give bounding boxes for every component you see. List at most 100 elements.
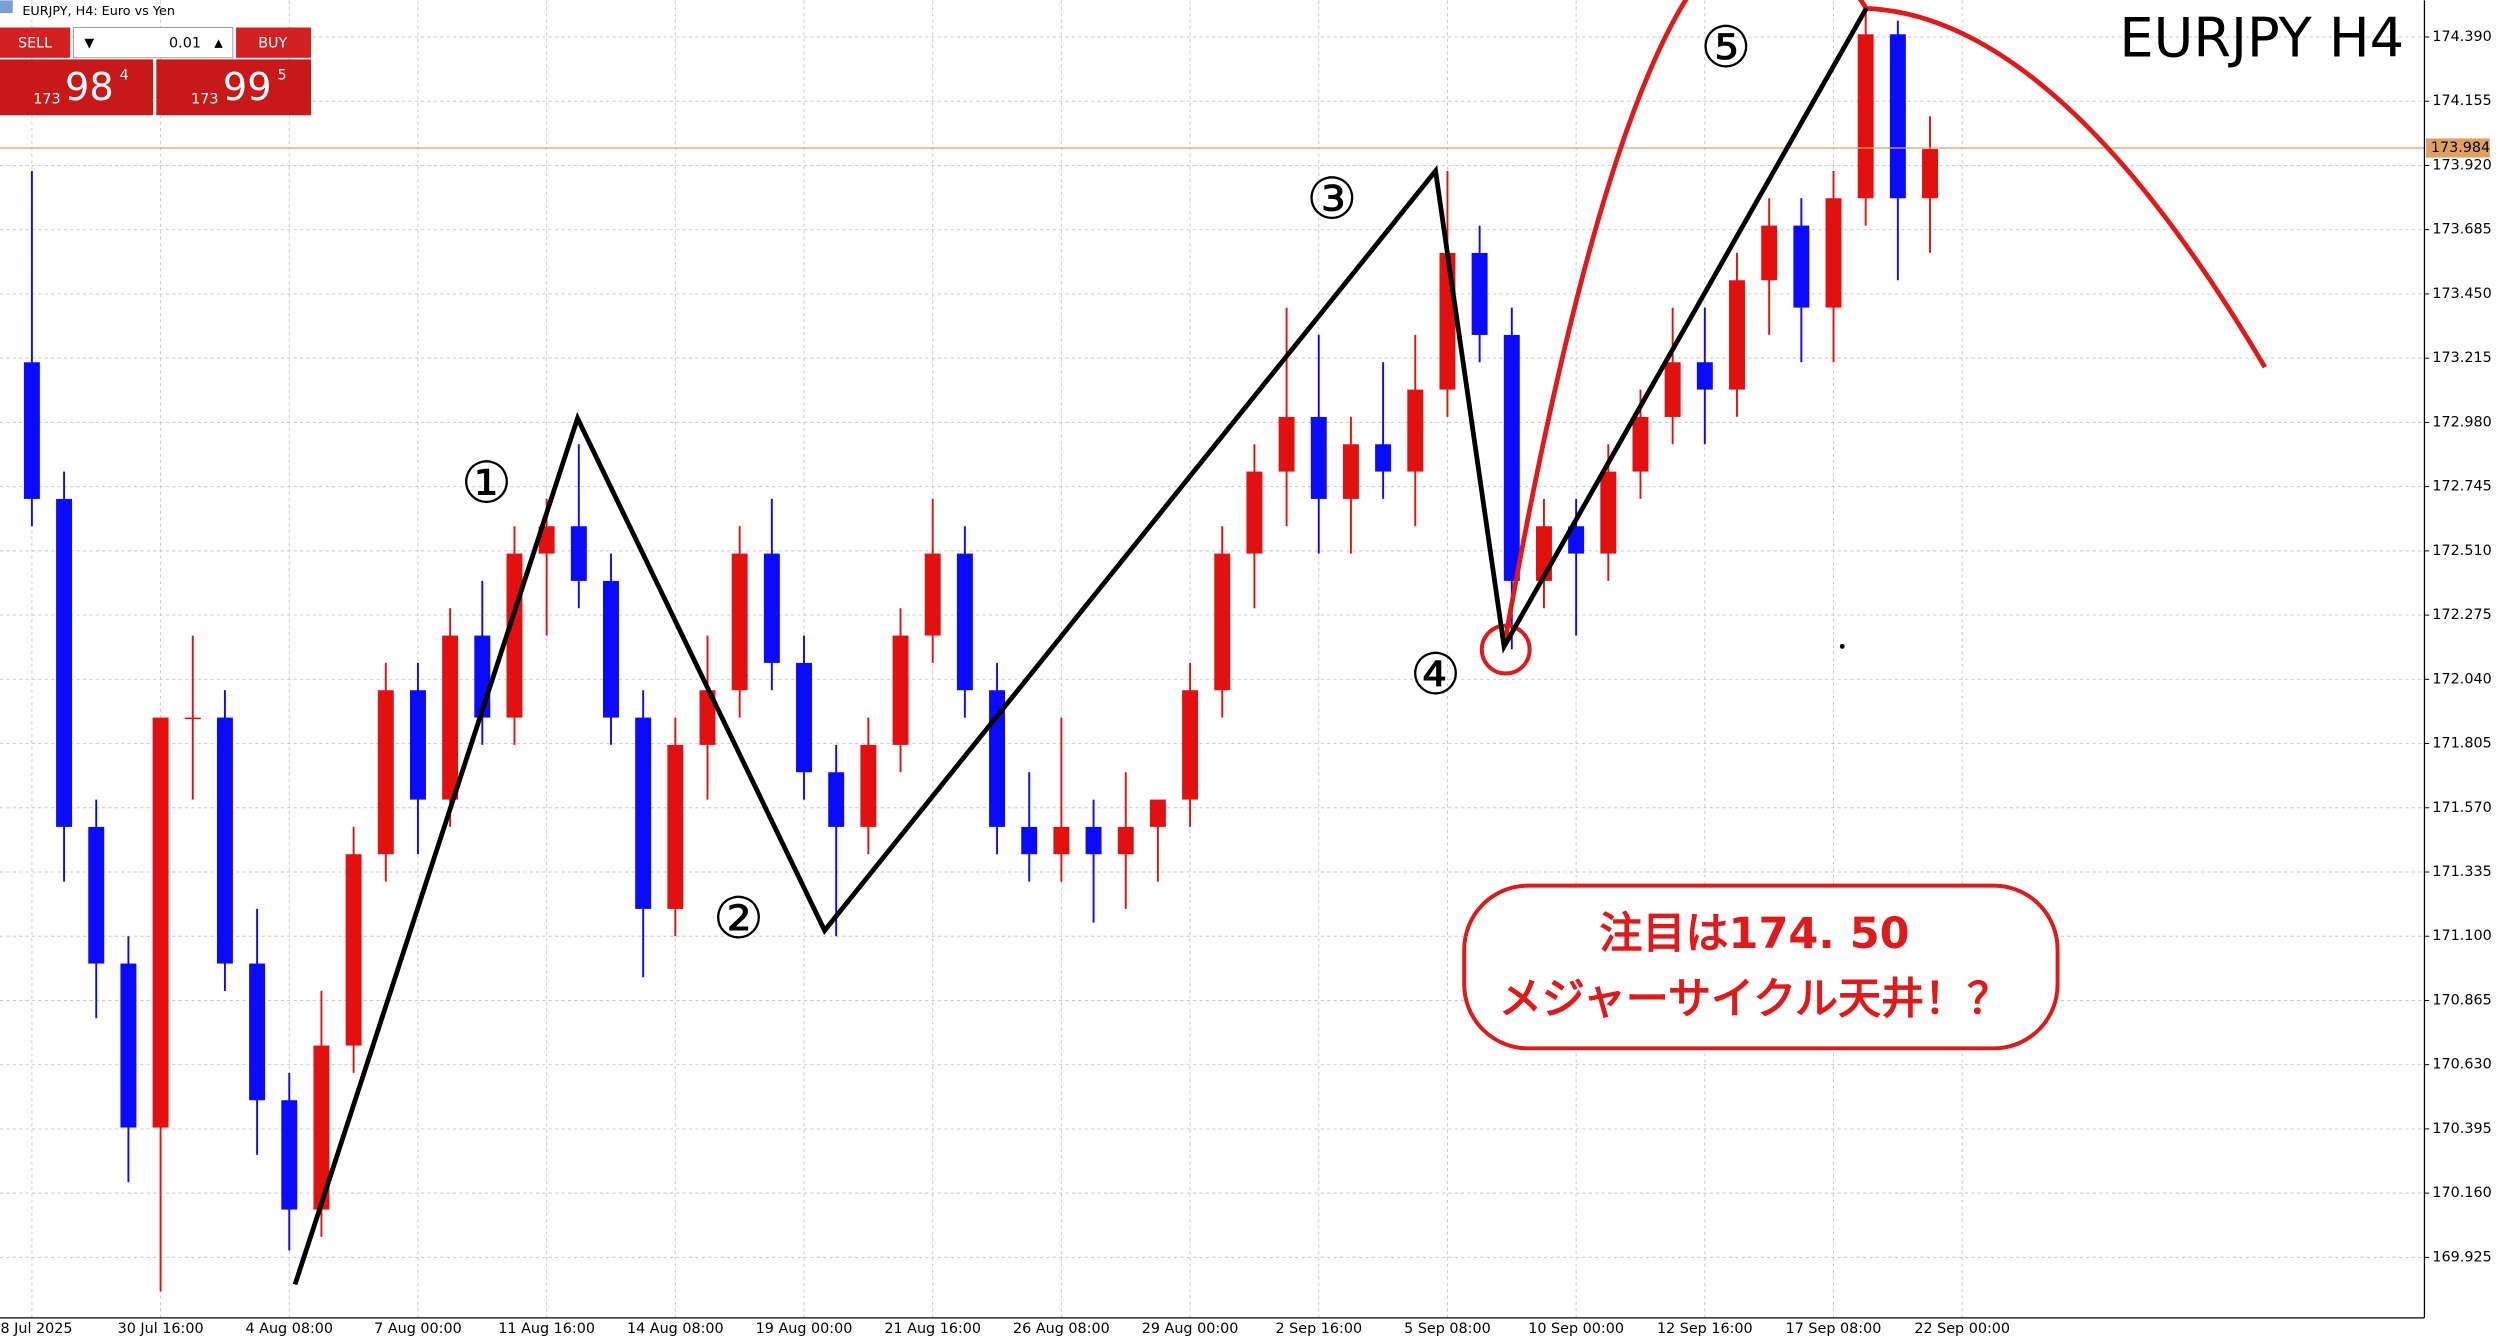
x-tick-label: 22 Sep 00:00 bbox=[1914, 1321, 2010, 1337]
buy-label: BUY bbox=[258, 35, 287, 51]
candle-body bbox=[603, 580, 619, 718]
candle-body bbox=[1246, 471, 1263, 554]
y-tick-label: 172.275 bbox=[2432, 607, 2491, 623]
candle-body bbox=[1568, 526, 1585, 554]
y-tick-label: 173.450 bbox=[2432, 286, 2491, 302]
candle-body bbox=[635, 717, 652, 909]
ask-point: 5 bbox=[278, 67, 287, 83]
candle-body bbox=[538, 526, 555, 554]
candle-body bbox=[1407, 389, 1424, 472]
candle-body bbox=[23, 362, 40, 499]
icon bbox=[0, 0, 13, 14]
y-tick-label: 173.920 bbox=[2432, 157, 2491, 173]
x-tick-label: 5 Sep 08:00 bbox=[1404, 1321, 1491, 1337]
ask-box[interactable] bbox=[156, 59, 312, 116]
candle-body bbox=[1600, 471, 1617, 554]
candle-body bbox=[1085, 826, 1102, 855]
callout-box bbox=[1462, 883, 2060, 1051]
y-tick-label: 171.805 bbox=[2432, 736, 2491, 752]
candle-body bbox=[731, 553, 748, 691]
bid-point: 4 bbox=[120, 67, 129, 83]
candle-body bbox=[345, 854, 362, 1046]
bid-box[interactable] bbox=[0, 59, 154, 116]
candle-body bbox=[313, 1045, 330, 1210]
candle-body bbox=[892, 635, 909, 745]
sell-button[interactable] bbox=[0, 27, 71, 58]
y-tick-label: 170.395 bbox=[2432, 1121, 2491, 1137]
wave-label: ② bbox=[713, 885, 764, 952]
y-tick-label: 171.100 bbox=[2432, 928, 2491, 944]
ask-big: 173 bbox=[191, 91, 218, 107]
y-tick-label: 169.925 bbox=[2432, 1249, 2491, 1265]
candle-body bbox=[1632, 416, 1649, 472]
candle-body bbox=[1149, 799, 1166, 827]
candle-body bbox=[699, 690, 716, 745]
x-tick-label: 19 Aug 00:00 bbox=[756, 1321, 853, 1337]
bid-big: 173 bbox=[33, 91, 60, 107]
y-tick-label: 171.570 bbox=[2432, 800, 2491, 816]
x-tick-label: 4 Aug 08:00 bbox=[245, 1321, 333, 1337]
buy-button[interactable] bbox=[236, 27, 312, 58]
x-tick-label: 30 Jul 16:00 bbox=[118, 1321, 204, 1337]
candle-body bbox=[249, 963, 266, 1101]
candle-body bbox=[1053, 826, 1070, 855]
candle-body bbox=[1471, 252, 1488, 335]
candle-body bbox=[1793, 225, 1810, 308]
y-tick-label: 174.390 bbox=[2432, 29, 2491, 45]
candle-body bbox=[184, 717, 201, 720]
candle-body bbox=[88, 826, 105, 964]
candle-body bbox=[442, 635, 459, 800]
spin-arrow: ▲ bbox=[214, 36, 223, 49]
candle-body bbox=[1375, 444, 1392, 472]
y-tick-label: 171.335 bbox=[2432, 864, 2491, 880]
callout-text: 注目は174. 50 bbox=[1599, 909, 1909, 959]
x-tick-label: 26 Aug 08:00 bbox=[1013, 1321, 1110, 1337]
candle-body bbox=[796, 662, 812, 773]
candle-body bbox=[281, 1100, 298, 1210]
candle-body bbox=[1439, 252, 1456, 390]
chart-title: EURJPY, H4: Euro vs Yen bbox=[22, 4, 175, 19]
candle-body bbox=[1825, 198, 1842, 308]
y-tick-label: 172.510 bbox=[2432, 543, 2491, 559]
candle-body bbox=[956, 553, 973, 691]
current-price-label: 173.984 bbox=[2431, 140, 2490, 156]
x-tick-label: 21 Aug 16:00 bbox=[884, 1321, 981, 1337]
candle-body bbox=[152, 717, 169, 1128]
candle-body bbox=[1664, 362, 1681, 417]
candle-body bbox=[1889, 34, 1906, 199]
candle-body bbox=[120, 963, 137, 1128]
ask-pips: 99 bbox=[223, 65, 272, 110]
candle-body bbox=[56, 498, 73, 827]
candle-body bbox=[860, 744, 877, 827]
candle-body bbox=[1922, 149, 1939, 199]
sell-label: SELL bbox=[18, 35, 52, 51]
candle-body bbox=[1214, 553, 1231, 691]
candle-body bbox=[763, 553, 780, 663]
x-tick-label: 14 Aug 08:00 bbox=[627, 1321, 724, 1337]
candle-body bbox=[409, 690, 426, 800]
bid-pips: 98 bbox=[65, 65, 114, 110]
volume-input[interactable] bbox=[72, 27, 234, 59]
candle-body bbox=[924, 553, 941, 636]
candle-body bbox=[828, 772, 845, 827]
candle-body bbox=[570, 526, 587, 581]
trade-panel: EURJPY, H4: Euro vs Yen SELL ▼ 0.01 ▲ BU… bbox=[0, 0, 312, 116]
y-tick-label: 172.980 bbox=[2432, 414, 2491, 430]
candle-body bbox=[377, 690, 394, 855]
projection-curve bbox=[1501, 0, 2267, 647]
candle-body bbox=[216, 717, 233, 964]
annotations: ① ② ③ ④ ⑤ EURJPY H4 注目は174. 50 メジャーサイクル天… bbox=[292, 0, 2404, 1286]
candle-body bbox=[1182, 690, 1199, 800]
x-tick-label: 29 Aug 00:00 bbox=[1142, 1321, 1239, 1337]
x-tick-label: 7 Aug 00:00 bbox=[374, 1321, 462, 1337]
candle-body bbox=[667, 744, 684, 909]
wave-label: ④ bbox=[1410, 641, 1461, 708]
y-tick-label: 172.745 bbox=[2432, 479, 2491, 495]
low-marker bbox=[1479, 623, 1532, 676]
current-price-box bbox=[2426, 138, 2490, 158]
wave-label: ③ bbox=[1306, 166, 1357, 233]
candle-body bbox=[1310, 416, 1327, 499]
y-tick-label: 172.040 bbox=[2432, 671, 2491, 687]
